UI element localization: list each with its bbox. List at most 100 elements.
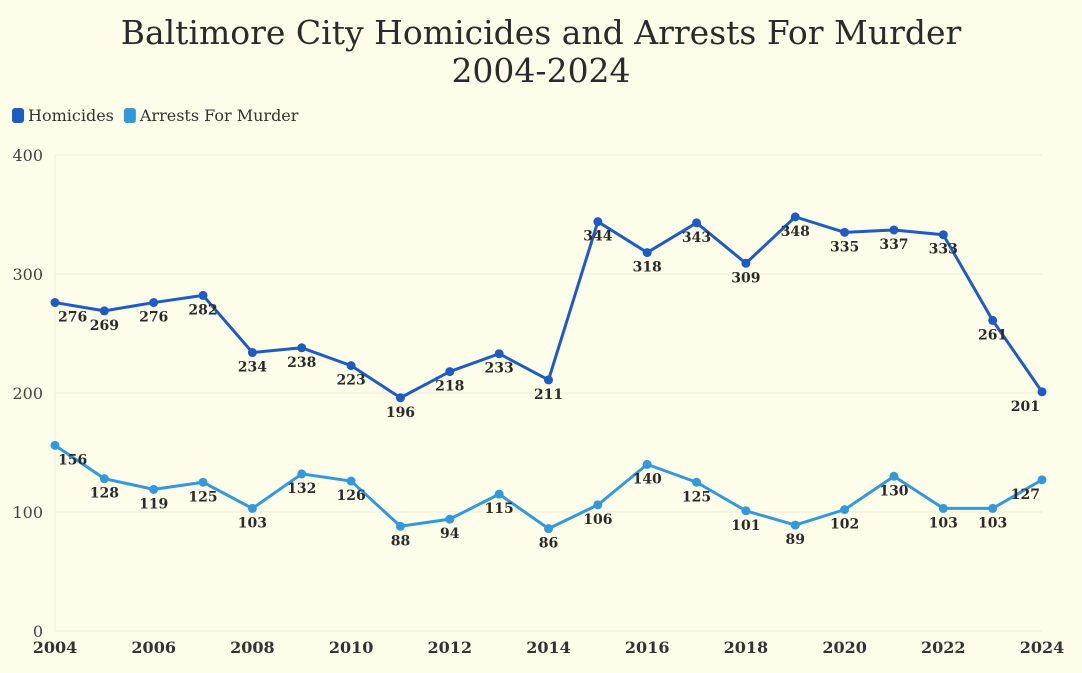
data-point[interactable]	[642, 248, 652, 258]
chart-title: Baltimore City Homicides and Arrests For…	[121, 13, 962, 90]
data-point[interactable]	[50, 298, 60, 308]
x-axis: 2004 2006 2008 2010 2012 2014 2016 2018 2020 2022…	[33, 638, 1065, 657]
data-point[interactable]	[988, 315, 998, 325]
data-label: 89	[786, 532, 805, 548]
y-tick-label: 200	[12, 384, 43, 403]
data-label: 103	[929, 515, 958, 531]
data-label: 103	[238, 515, 267, 531]
data-point[interactable]	[494, 489, 504, 499]
data-label: 238	[287, 355, 316, 371]
data-label: 86	[539, 536, 558, 552]
data-point[interactable]	[445, 367, 455, 377]
data-label: 106	[583, 512, 612, 528]
data-label: 348	[781, 224, 810, 240]
series-1	[50, 440, 1047, 534]
grid	[54, 154, 1042, 632]
data-point[interactable]	[198, 477, 208, 487]
data-point[interactable]	[445, 514, 455, 524]
data-point[interactable]	[297, 469, 307, 479]
data-point[interactable]	[395, 393, 405, 403]
data-label: 103	[978, 515, 1007, 531]
data-point[interactable]	[593, 500, 603, 510]
data-point[interactable]	[642, 459, 652, 469]
legend-item-1[interactable]: Arrests For Murder	[123, 106, 299, 125]
data-point[interactable]	[346, 361, 356, 371]
x-tick-label: 2012	[428, 638, 473, 657]
data-point[interactable]	[988, 503, 998, 513]
data-point[interactable]	[593, 217, 603, 227]
data-label: 269	[90, 318, 119, 334]
x-tick-label: 2018	[724, 638, 769, 657]
data-point[interactable]	[198, 290, 208, 300]
chart-title-line-2: 2004-2024	[451, 51, 630, 90]
data-label: 125	[188, 489, 217, 505]
data-point[interactable]	[938, 503, 948, 513]
data-point[interactable]	[840, 505, 850, 515]
data-point[interactable]	[889, 471, 899, 481]
data-point[interactable]	[741, 506, 751, 516]
data-label: 196	[386, 405, 415, 421]
y-tick-label: 300	[12, 265, 43, 284]
legend-swatch	[12, 108, 24, 123]
data-label: 282	[188, 302, 217, 318]
data-point[interactable]	[741, 258, 751, 268]
data-label: 132	[287, 481, 316, 497]
data-point[interactable]	[692, 218, 702, 228]
series-0	[50, 212, 1047, 403]
data-label: 201	[1011, 399, 1040, 415]
data-label: 344	[583, 229, 612, 245]
data-label: 140	[633, 471, 662, 487]
data-point[interactable]	[494, 349, 504, 359]
data-label: 276	[58, 310, 87, 326]
data-point[interactable]	[99, 474, 109, 484]
data-point[interactable]	[247, 348, 257, 358]
x-tick-label: 2022	[921, 638, 966, 657]
x-tick-label: 2008	[230, 638, 275, 657]
data-label: 333	[929, 242, 958, 258]
data-point[interactable]	[346, 476, 356, 486]
data-point[interactable]	[50, 440, 60, 450]
data-point[interactable]	[1037, 387, 1047, 397]
data-point[interactable]	[297, 343, 307, 353]
data-label: 88	[391, 533, 410, 549]
data-label: 233	[485, 361, 514, 377]
data-point[interactable]	[544, 375, 553, 385]
data-label: 156	[58, 452, 87, 468]
data-label: 276	[139, 310, 168, 326]
data-label: 127	[1011, 487, 1040, 503]
data-point[interactable]	[692, 477, 702, 487]
data-point[interactable]	[149, 298, 159, 308]
legend-item-0[interactable]: Homicides	[12, 106, 114, 125]
data-label: 101	[731, 518, 760, 534]
data-point[interactable]	[544, 524, 553, 534]
data-point[interactable]	[99, 306, 109, 316]
data-label: 125	[682, 489, 711, 505]
data-label: 211	[534, 387, 563, 403]
data-label: 115	[485, 501, 514, 517]
x-tick-label: 2016	[625, 638, 670, 657]
data-point[interactable]	[1037, 475, 1047, 485]
data-point[interactable]	[889, 225, 899, 235]
x-tick-label: 2006	[131, 638, 176, 657]
data-point[interactable]	[938, 230, 948, 240]
x-tick-label: 2010	[329, 638, 374, 657]
x-tick-label: 2024	[1020, 638, 1065, 657]
data-label: 218	[435, 379, 464, 395]
data-point[interactable]	[247, 503, 257, 513]
data-point[interactable]	[395, 521, 405, 531]
legend-label: Arrests For Murder	[139, 106, 299, 125]
data-point[interactable]	[149, 484, 159, 494]
y-axis: 0 100 200 300 400	[12, 146, 43, 641]
x-tick-label: 2004	[33, 638, 78, 657]
data-point[interactable]	[790, 520, 800, 530]
legend-label: Homicides	[28, 106, 114, 125]
data-label: 318	[633, 260, 662, 276]
data-point[interactable]	[790, 212, 800, 222]
data-label: 335	[830, 239, 859, 255]
data-point[interactable]	[840, 227, 850, 237]
legend-swatch	[123, 108, 136, 123]
series-layer	[50, 212, 1047, 534]
